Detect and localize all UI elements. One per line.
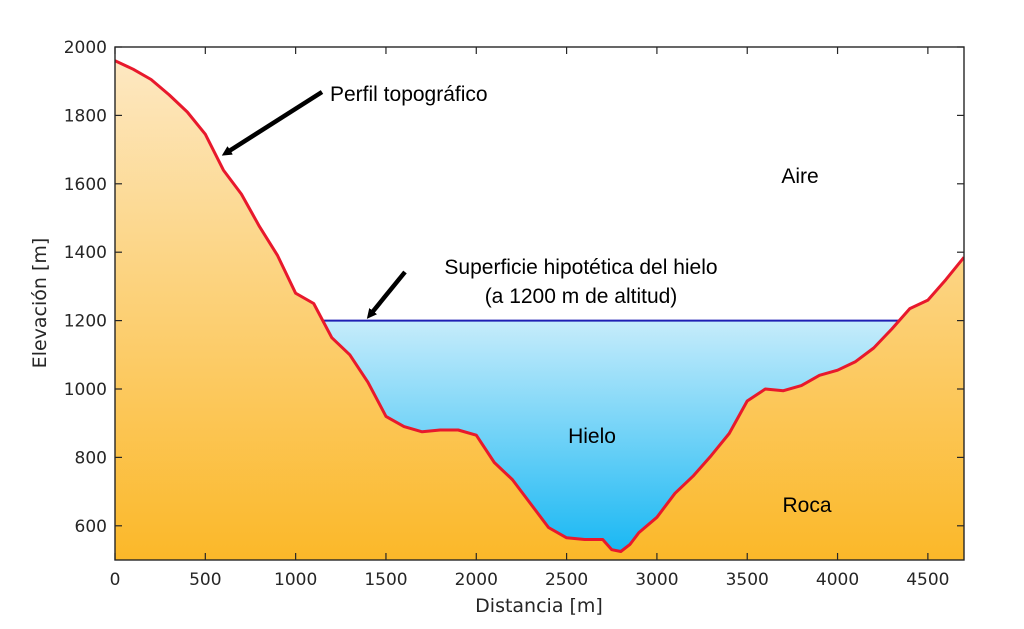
y-tick-label: 600 [75, 517, 107, 537]
y-tick-label: 800 [75, 448, 107, 468]
x-tick-label: 0 [110, 570, 121, 590]
x-tick-label: 4500 [906, 570, 949, 590]
profile-annotation: Perfil topográfico [330, 83, 488, 106]
ice-surface-arrow [366, 270, 407, 319]
topographic-profile-line [115, 59, 964, 553]
y-tick-label: 1200 [64, 312, 107, 332]
rock-area [115, 60, 964, 560]
y-tick-label: 1000 [64, 380, 107, 400]
air-label: Aire [781, 165, 818, 188]
y-tick-label: 1600 [64, 175, 107, 195]
rock-label: Roca [782, 494, 831, 517]
x-tick-label: 500 [189, 570, 221, 590]
x-tick-label: 1500 [364, 570, 407, 590]
x-tick-label: 1000 [274, 570, 317, 590]
y-tick-label: 1800 [64, 106, 107, 126]
axes-frame [114, 46, 965, 561]
x-axis: 0 500 1000 1500 2000 2500 3000 3500 4000 4500 [110, 47, 950, 590]
y-tick-label: 1400 [64, 243, 107, 263]
y-axis-title: Elevación [m] [29, 238, 51, 369]
y-tick-label: 2000 [64, 38, 107, 58]
ice-area [322, 320, 900, 552]
profile-arrow [221, 90, 324, 156]
x-tick-label: 4000 [816, 570, 859, 590]
x-tick-label: 2500 [545, 570, 588, 590]
x-tick-label: 3000 [635, 570, 678, 590]
x-axis-title: Distancia [m] [475, 595, 603, 617]
ice-label: Hielo [568, 425, 616, 448]
y-axis: 600 800 1000 1200 1400 1600 1800 2000 [64, 38, 964, 537]
ice-surface-annotation-line2: (a 1200 m de altitud) [485, 285, 678, 308]
x-tick-label: 2000 [455, 570, 498, 590]
ice-surface-annotation: Superficie hipotética del hielo [444, 256, 717, 279]
x-tick-label: 3500 [726, 570, 769, 590]
